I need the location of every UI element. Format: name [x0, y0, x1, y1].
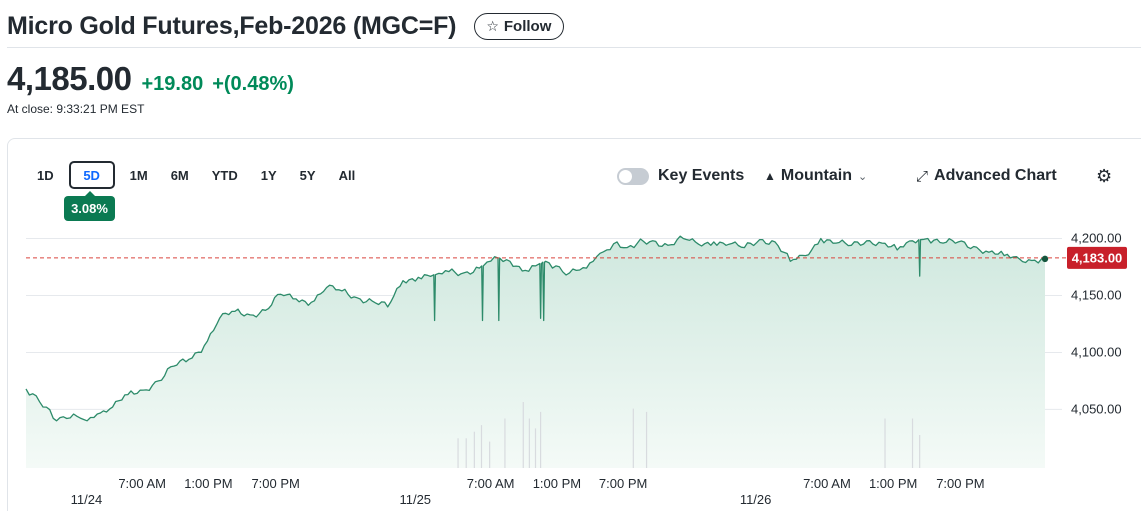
- range-1m[interactable]: 1M: [129, 167, 148, 183]
- range-all[interactable]: All: [338, 167, 356, 183]
- last-price-dot: [1041, 255, 1049, 263]
- range-6m[interactable]: 6M: [170, 167, 189, 183]
- y-axis-tick-label: 4,050.00: [1071, 401, 1122, 416]
- chart-type-label: Mountain: [780, 167, 852, 184]
- gear-icon[interactable]: ⚙: [1096, 165, 1113, 186]
- x-axis-tick-label: 7:00 AM: [118, 476, 166, 491]
- page-title: Micro Gold Futures,Feb-2026 (MGC=F): [7, 11, 457, 40]
- x-axis-tick-label: 1:00 PM: [533, 476, 581, 491]
- star-icon: ☆: [486, 17, 499, 34]
- range-5d[interactable]: 5D: [68, 161, 115, 189]
- price-line: [25, 235, 1046, 422]
- chart-panel: [7, 138, 1141, 511]
- follow-button[interactable]: ☆ Follow: [474, 12, 565, 40]
- range-5y[interactable]: 5Y: [299, 167, 316, 183]
- x-axis-tick-label: 7:00 PM: [599, 476, 647, 491]
- reference-price-label: 4,183.00: [1072, 250, 1123, 265]
- last-price: 4,185.00: [7, 60, 132, 97]
- x-axis-tick-label: 7:00 PM: [251, 476, 299, 491]
- x-axis-tick-label: 1:00 PM: [869, 476, 917, 491]
- x-axis-tick-label: 11/25: [399, 492, 431, 507]
- toggle-knob: [619, 169, 632, 183]
- price-area-fill: [26, 236, 1045, 468]
- range-1d[interactable]: 1D: [37, 167, 54, 183]
- x-axis-tick-label: 7:00 PM: [936, 476, 984, 491]
- toggle-switch[interactable]: [617, 167, 649, 185]
- range-change-badge: 3.08%: [64, 191, 115, 221]
- chevron-down-icon: ⌄: [857, 170, 868, 183]
- y-axis-tick-label: 4,150.00: [1071, 287, 1122, 302]
- header-divider: [7, 47, 1141, 48]
- x-axis-tick-label: 7:00 AM: [467, 476, 515, 491]
- range-selector: 1D 5D 1M 6M YTD 1Y 5Y All: [29, 161, 370, 189]
- advanced-chart-label: Advanced Chart: [934, 167, 1057, 184]
- x-axis-tick-label: 11/24: [71, 492, 103, 507]
- chart-type-dropdown[interactable]: ▲ Mountain ⌄: [764, 163, 867, 189]
- range-1y[interactable]: 1Y: [260, 167, 277, 183]
- x-axis-tick-label: 11/26: [740, 492, 772, 507]
- price-row: 4,185.00 +19.80 +(0.48%): [7, 60, 294, 98]
- follow-label: Follow: [503, 17, 552, 35]
- mountain-icon: ▲: [764, 169, 776, 183]
- price-change: +19.80: [141, 73, 204, 95]
- expand-icon: ⤢: [916, 167, 929, 185]
- x-axis-tick-label: 1:00 PM: [184, 476, 232, 491]
- market-close-time: At close: 9:33:21 PM EST: [7, 102, 145, 116]
- x-axis-tick-label: 7:00 AM: [803, 476, 851, 491]
- quote-header: Micro Gold Futures,Feb-2026 (MGC=F) ☆ Fo…: [7, 6, 1141, 46]
- range-ytd[interactable]: YTD: [211, 167, 238, 183]
- key-events-toggle[interactable]: Key Events: [617, 163, 744, 189]
- price-change-percent: +(0.48%): [212, 73, 294, 95]
- advanced-chart-button[interactable]: ⤢ Advanced Chart: [916, 163, 1057, 189]
- y-axis-tick-label: 4,100.00: [1071, 344, 1122, 359]
- reference-price-tag: [1067, 246, 1127, 269]
- y-axis-tick-label: 4,200.00: [1071, 231, 1122, 246]
- key-events-label: Key Events: [658, 167, 745, 184]
